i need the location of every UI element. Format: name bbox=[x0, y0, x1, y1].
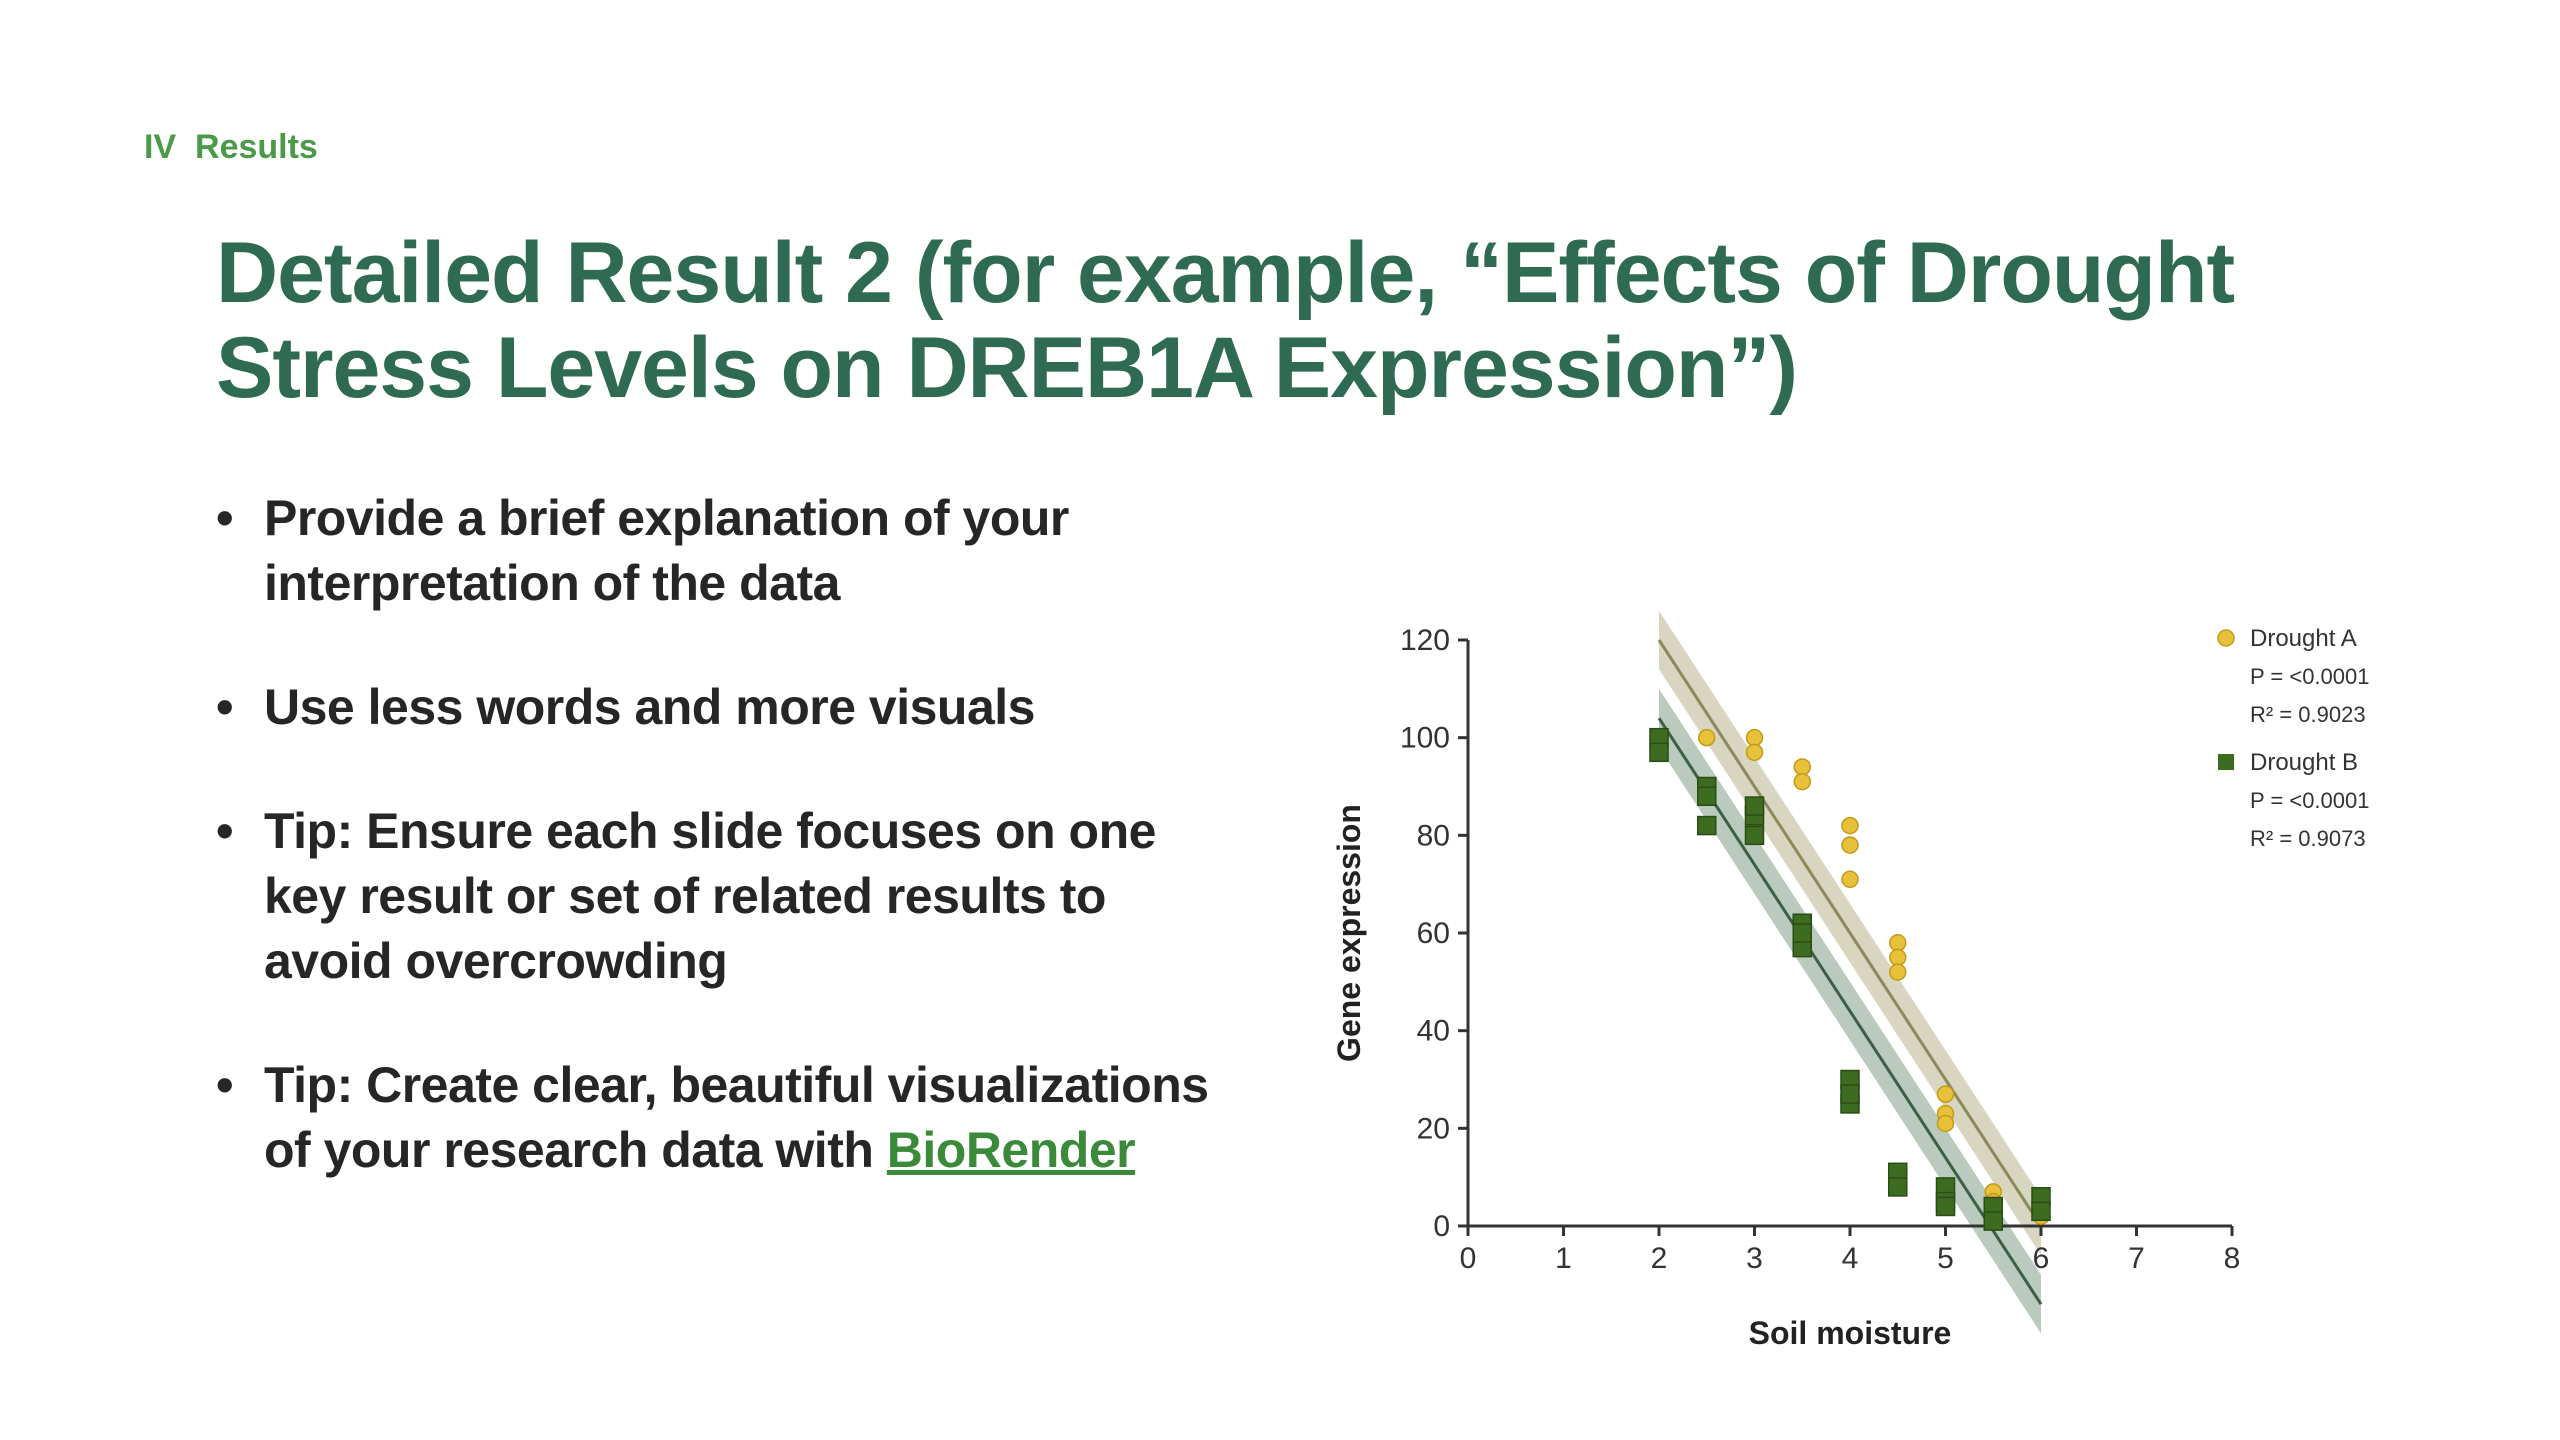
slide-title: Detailed Result 2 (for example, “Effects… bbox=[216, 225, 2235, 416]
data-point-drought-b bbox=[1792, 923, 1812, 943]
data-point-drought-a bbox=[1698, 728, 1716, 747]
bullet-item: • Provide a brief explanation of your in… bbox=[216, 486, 1216, 616]
data-point-drought-a bbox=[1889, 934, 1907, 952]
fit-line-1 bbox=[1657, 717, 2043, 1305]
x-axis-label: Soil moisture bbox=[1749, 1315, 1952, 1351]
bullet-item: • Tip: Create clear, beautiful visualiza… bbox=[216, 1053, 1216, 1183]
data-point-drought-b bbox=[1935, 1196, 1956, 1217]
bullet-text: Provide a brief explanation of your inte… bbox=[264, 490, 1069, 611]
y-tick-label: 120 bbox=[1400, 624, 1450, 657]
data-point-drought-a bbox=[1841, 870, 1859, 889]
legend-stat: R² = 0.9073 bbox=[2250, 826, 2366, 851]
x-tick-label: 6 bbox=[2033, 1242, 2050, 1275]
bullet-list: • Provide a brief explanation of your in… bbox=[216, 486, 1216, 1242]
bullet-dot: • bbox=[216, 1057, 234, 1113]
legend-marker bbox=[2217, 629, 2235, 647]
data-point-drought-a bbox=[1745, 728, 1764, 747]
data-point-drought-b bbox=[1697, 786, 1717, 807]
data-point-drought-b bbox=[1744, 796, 1765, 816]
section-label: IV Results bbox=[144, 128, 318, 166]
y-axis-label: Gene expression bbox=[1331, 804, 1367, 1062]
bullet-text: Tip: Ensure each slide focuses on one ke… bbox=[264, 803, 1156, 989]
legend-label: Drought A bbox=[2250, 625, 2357, 652]
data-point-drought-a bbox=[1889, 963, 1907, 981]
data-point-drought-b bbox=[1744, 825, 1765, 846]
data-point-drought-a bbox=[1841, 816, 1859, 835]
bullet-item: • Tip: Ensure each slide focuses on one … bbox=[216, 799, 1216, 994]
data-point-drought-b bbox=[1983, 1211, 2003, 1231]
x-tick-label: 7 bbox=[2128, 1242, 2145, 1275]
data-point-drought-b bbox=[1697, 815, 1717, 836]
data-point-drought-a bbox=[1793, 772, 1811, 791]
data-point-drought-a bbox=[1936, 1114, 1955, 1133]
biorender-link[interactable]: BioRender bbox=[886, 1122, 1136, 1178]
data-point-drought-a bbox=[1793, 758, 1811, 776]
legend-label: Drought B bbox=[2250, 749, 2358, 776]
y-tick-label: 0 bbox=[1433, 1210, 1450, 1243]
bullet-dot: • bbox=[216, 803, 234, 859]
x-tick-label: 8 bbox=[2224, 1242, 2241, 1275]
x-tick-label: 1 bbox=[1555, 1242, 1572, 1275]
legend-stat: R² = 0.9023 bbox=[2250, 702, 2366, 727]
y-tick-label: 80 bbox=[1417, 819, 1450, 852]
data-point-drought-a bbox=[1745, 743, 1764, 762]
data-point-drought-a bbox=[1889, 948, 1907, 967]
bullet-text: Tip: Create clear, beautiful visualizati… bbox=[264, 1057, 1209, 1178]
y-tick-label: 20 bbox=[1417, 1112, 1450, 1145]
fit-line-0 bbox=[1657, 639, 2043, 1227]
y-tick-label: 40 bbox=[1417, 1015, 1450, 1048]
legend-marker bbox=[2218, 754, 2234, 770]
data-point-drought-a bbox=[1841, 836, 1859, 854]
bullet-dot: • bbox=[216, 490, 234, 546]
y-tick-label: 60 bbox=[1417, 917, 1450, 950]
bullet-dot: • bbox=[216, 679, 234, 735]
x-tick-label: 4 bbox=[1842, 1242, 1859, 1275]
legend-stat: P = <0.0001 bbox=[2250, 788, 2370, 813]
data-point-drought-b bbox=[1649, 742, 1669, 763]
x-tick-label: 2 bbox=[1651, 1242, 1668, 1275]
x-tick-label: 5 bbox=[1937, 1242, 1954, 1275]
data-point-drought-b bbox=[1840, 1084, 1860, 1104]
y-tick-label: 100 bbox=[1400, 722, 1450, 755]
bullet-item: • Use less words and more visuals bbox=[216, 675, 1216, 740]
legend-stat: P = <0.0001 bbox=[2250, 664, 2370, 689]
bullet-text: Use less words and more visuals bbox=[264, 679, 1035, 735]
x-tick-label: 3 bbox=[1746, 1242, 1763, 1275]
data-point-drought-b bbox=[2031, 1201, 2051, 1222]
data-point-drought-a bbox=[1936, 1085, 1955, 1103]
x-tick-label: 0 bbox=[1460, 1242, 1477, 1275]
data-point-drought-b bbox=[1888, 1177, 1908, 1197]
